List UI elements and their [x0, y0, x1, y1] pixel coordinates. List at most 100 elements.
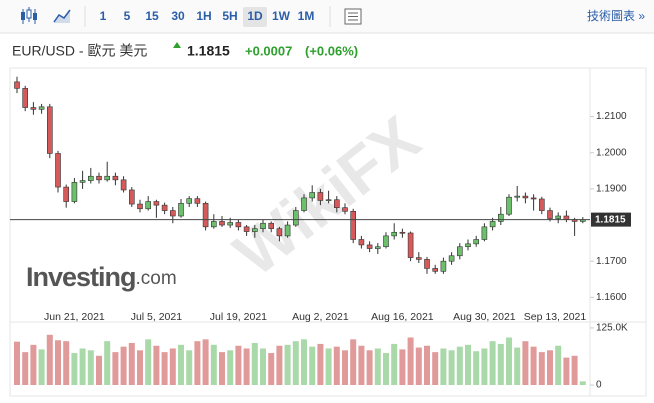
candle-body	[563, 215, 570, 220]
volume-bar	[112, 352, 119, 385]
volume-tick-label: 125.0K	[596, 323, 628, 334]
volume-bar	[79, 348, 86, 385]
y-tick-label: 1.2100	[596, 111, 627, 122]
active-interval-bg	[243, 7, 267, 27]
interval-button[interactable]: 30	[171, 9, 185, 23]
volume-bar	[440, 348, 447, 385]
volume-tick-label: 0	[596, 380, 602, 391]
candle-body	[448, 255, 455, 262]
candle-body	[432, 268, 439, 272]
candle-body	[366, 244, 373, 249]
volume-bar	[391, 343, 398, 385]
candle-body	[456, 246, 463, 257]
volume-bar	[301, 339, 307, 385]
volume-bar	[514, 347, 521, 385]
volume-bar	[96, 355, 102, 385]
volume-bar	[333, 346, 340, 385]
toolbar	[0, 0, 654, 33]
chart-frame	[9, 67, 647, 397]
volume-bar	[169, 348, 176, 385]
logo-main: Investing	[26, 262, 136, 292]
interval-button[interactable]: 1M	[298, 9, 315, 23]
x-tick-label: Jul 19, 2021	[210, 311, 267, 323]
candle-body	[350, 211, 357, 240]
candle-body	[219, 221, 225, 226]
volume-bar	[22, 352, 29, 385]
candle-body	[186, 198, 192, 204]
candle-icon[interactable]	[21, 7, 37, 24]
volume-bar	[506, 337, 512, 385]
candle-body	[145, 201, 151, 210]
interval-button[interactable]: 1	[100, 9, 107, 23]
volume-bar	[145, 339, 152, 385]
candle-body	[178, 203, 184, 217]
volume-bar	[555, 345, 562, 385]
candle-body	[153, 201, 160, 206]
volume-bar	[432, 352, 439, 385]
candle-body	[161, 204, 168, 211]
volume-bar	[481, 348, 488, 385]
candle-body	[30, 107, 37, 110]
volume-bar	[227, 350, 234, 385]
x-tick-label: Sep 13, 2021	[524, 311, 587, 323]
interval-button[interactable]: 1W	[272, 9, 291, 23]
volume-bar	[153, 345, 160, 385]
volume-bar	[538, 352, 545, 385]
interval-button[interactable]: 1H	[196, 9, 211, 23]
volume-bar	[87, 350, 94, 385]
volume-bar	[350, 339, 357, 385]
candle-body	[46, 106, 53, 154]
candle-body	[22, 88, 29, 108]
candle-body	[63, 186, 70, 202]
candle-body	[465, 243, 471, 248]
candle-body	[391, 231, 398, 237]
candle-body	[383, 235, 389, 248]
candle-body	[202, 203, 209, 228]
volume-bar	[243, 348, 250, 385]
volume-bar	[424, 345, 430, 385]
candle-body	[88, 175, 94, 181]
volume-bar	[71, 353, 78, 385]
interval-button[interactable]: 5	[124, 9, 131, 23]
candle-body	[522, 195, 529, 199]
candle-body	[276, 228, 283, 237]
volume-bar	[522, 341, 529, 385]
volume-bar	[186, 350, 193, 385]
candle-body	[407, 232, 414, 258]
last-price: 1.1815	[187, 43, 230, 59]
settings-icon[interactable]	[344, 8, 362, 25]
interval-button[interactable]: 5H	[222, 9, 237, 23]
volume-bar	[366, 350, 373, 385]
volume-bar	[292, 341, 299, 385]
volume-bar	[260, 348, 266, 385]
interval-button[interactable]: 1D	[247, 9, 263, 23]
candle-body	[415, 257, 422, 260]
volume-bar	[55, 340, 61, 385]
y-tick-label: 1.1700	[596, 256, 627, 267]
volume-bar	[194, 341, 201, 385]
volume-bar	[489, 341, 496, 385]
volume-bar	[317, 343, 324, 385]
volume-bar	[448, 350, 455, 385]
volume-bar	[530, 346, 537, 385]
candle-body	[325, 199, 332, 202]
interval-button[interactable]: 15	[145, 9, 159, 23]
candle-body	[96, 175, 102, 181]
volume-bar	[497, 343, 504, 385]
instrument-title: EUR/USD - 歐元 美元	[12, 43, 147, 59]
candle-body	[170, 210, 176, 217]
candle-body	[481, 226, 488, 240]
logo: Investing.com	[26, 262, 177, 292]
volume-bar	[547, 350, 553, 385]
volume-bar	[235, 345, 242, 385]
candle-body	[358, 239, 365, 246]
line-icon[interactable]	[53, 9, 71, 23]
candle-body	[301, 197, 307, 211]
candle-body	[489, 221, 496, 228]
volume-bar	[415, 347, 422, 385]
chart-link[interactable]: 技術圖表 »	[587, 9, 645, 23]
volume-bar	[268, 353, 275, 385]
logo-suffix: .com	[136, 268, 177, 289]
candle-body	[399, 231, 406, 234]
candle-body	[547, 210, 553, 219]
